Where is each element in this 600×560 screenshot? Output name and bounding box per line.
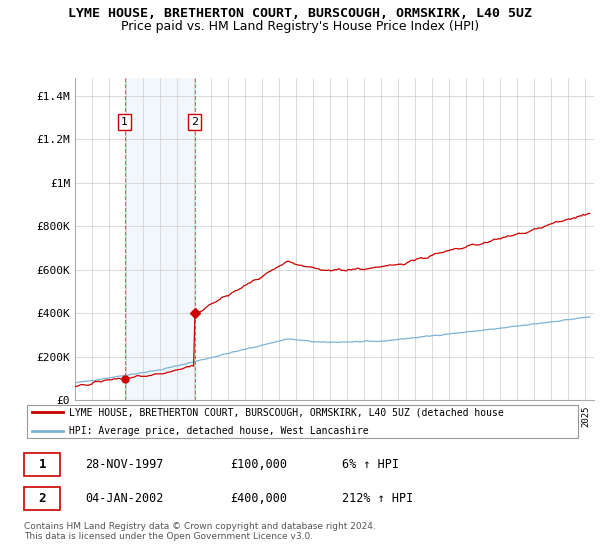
Text: 04-JAN-2002: 04-JAN-2002 (85, 492, 164, 505)
Text: Price paid vs. HM Land Registry's House Price Index (HPI): Price paid vs. HM Land Registry's House … (121, 20, 479, 32)
Text: 2: 2 (191, 117, 198, 127)
Bar (125, 78, 194, 400)
Text: 1: 1 (121, 117, 128, 127)
FancyBboxPatch shape (24, 453, 60, 476)
FancyBboxPatch shape (27, 405, 578, 438)
FancyBboxPatch shape (24, 487, 60, 510)
Text: LYME HOUSE, BRETHERTON COURT, BURSCOUGH, ORMSKIRK, L40 5UZ (detached house: LYME HOUSE, BRETHERTON COURT, BURSCOUGH,… (68, 407, 503, 417)
Text: 2: 2 (38, 492, 46, 505)
Text: Contains HM Land Registry data © Crown copyright and database right 2024.
This d: Contains HM Land Registry data © Crown c… (24, 522, 376, 542)
Text: 1: 1 (38, 458, 46, 472)
Text: LYME HOUSE, BRETHERTON COURT, BURSCOUGH, ORMSKIRK, L40 5UZ: LYME HOUSE, BRETHERTON COURT, BURSCOUGH,… (68, 7, 532, 20)
Text: 6% ↑ HPI: 6% ↑ HPI (342, 458, 399, 472)
Text: HPI: Average price, detached house, West Lancashire: HPI: Average price, detached house, West… (68, 426, 368, 436)
Text: £100,000: £100,000 (230, 458, 287, 472)
Text: 28-NOV-1997: 28-NOV-1997 (85, 458, 164, 472)
Text: 212% ↑ HPI: 212% ↑ HPI (342, 492, 413, 505)
Text: £400,000: £400,000 (230, 492, 287, 505)
